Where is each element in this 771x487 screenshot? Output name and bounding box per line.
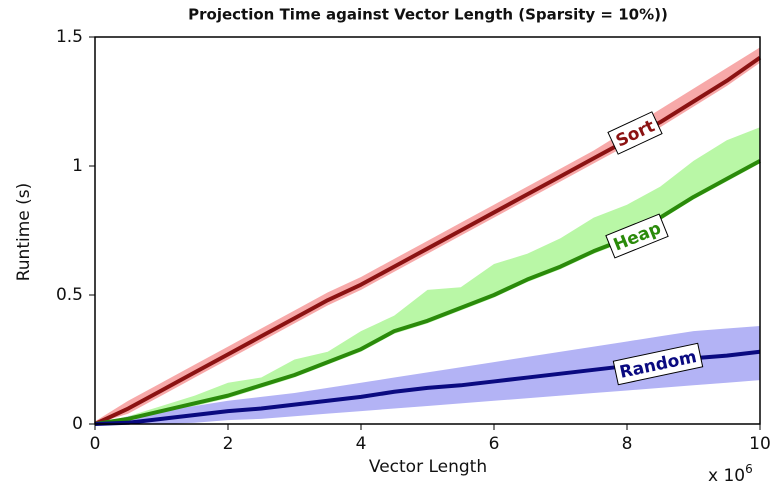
y-tick-label: 1 (72, 156, 83, 176)
series-label-box (612, 342, 704, 386)
series-label: Sort (607, 111, 663, 155)
x-tick-label: 10 (749, 434, 771, 454)
series-label-box (607, 111, 663, 155)
x-axis-label: Vector Length (369, 457, 487, 477)
y-tick-label: 1.5 (56, 27, 83, 47)
x-tick-label: 6 (489, 434, 500, 454)
y-tick-label: 0.5 (56, 285, 83, 305)
series-label-box (605, 213, 669, 259)
band (95, 325, 760, 424)
y-tick-label: 0 (72, 414, 83, 434)
x-tick-label: 2 (223, 434, 234, 454)
band (95, 47, 760, 424)
x-multiplier: x 106 (708, 462, 753, 487)
x-tick-label: 8 (622, 434, 633, 454)
x-tick-label: 0 (90, 434, 101, 454)
x-multiplier-exponent: 6 (745, 462, 753, 476)
x-tick-label: 4 (356, 434, 367, 454)
y-axis-label: Runtime (s) (14, 183, 34, 282)
x-multiplier-base: x 10 (708, 466, 745, 486)
plot-frame (94, 36, 761, 425)
chart-title: Projection Time against Vector Length (S… (188, 6, 668, 24)
